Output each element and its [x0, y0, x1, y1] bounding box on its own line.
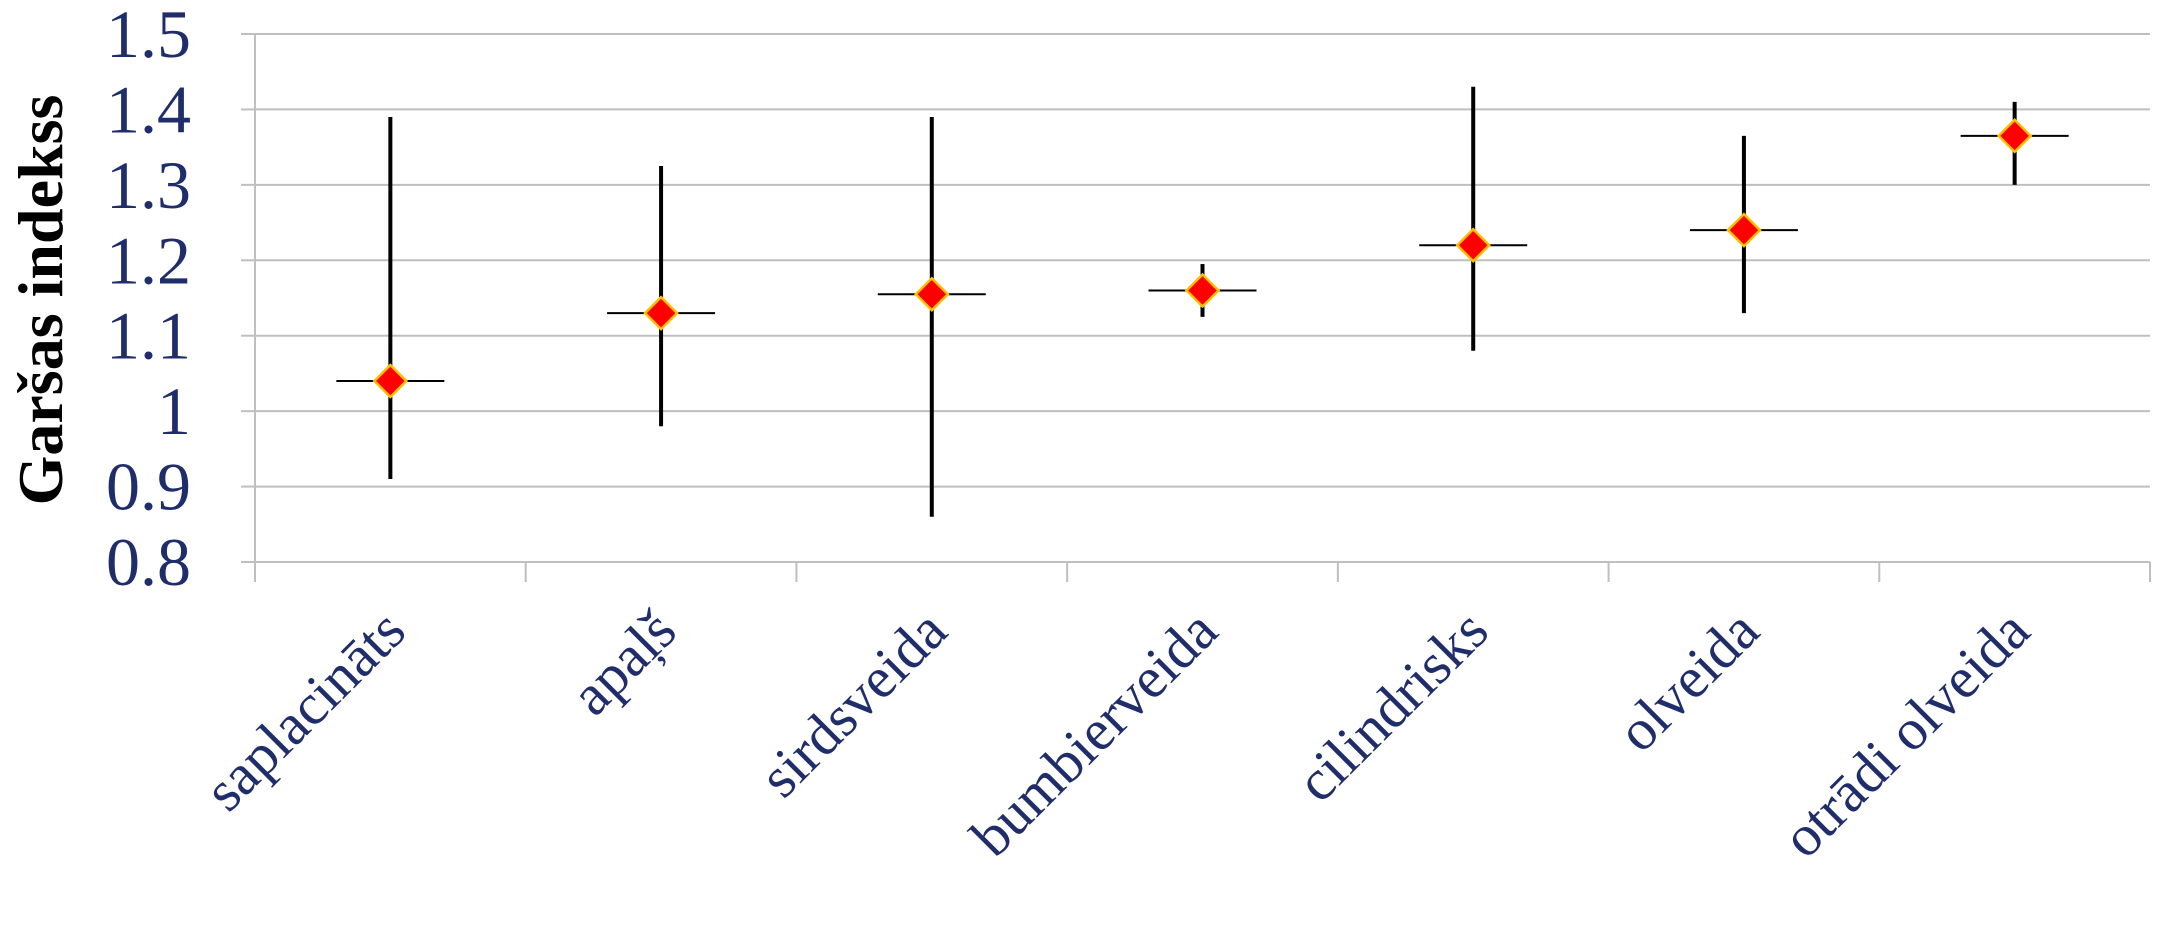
y-tick-labels: 0.80.911.11.21.31.41.5	[106, 0, 191, 600]
y-tick-label: 1.1	[106, 298, 191, 374]
x-tick-label: olveida	[1604, 597, 1771, 764]
axes	[241, 33, 2151, 582]
data-point-marker	[1184, 272, 1221, 309]
data-series	[336, 86, 2069, 517]
x-tick-label: sirdsveida	[747, 597, 959, 809]
x-tick-label: bumbierveida	[958, 597, 1229, 868]
data-point-marker	[1455, 227, 1491, 263]
y-axis-label: Garšas indekss	[5, 95, 76, 506]
x-tick-label: saplacināts	[192, 597, 418, 823]
x-tick-label: otrādi olveida	[1769, 597, 2042, 870]
data-point-marker	[1996, 118, 2033, 154]
y-tick-label: 1.4	[106, 71, 191, 147]
y-tick-label: 1.2	[106, 222, 191, 298]
y-tick-label: 0.8	[106, 524, 191, 600]
data-point-marker	[914, 276, 950, 312]
y-tick-label: 1	[157, 373, 191, 449]
x-tick-label: apaļš	[558, 597, 688, 727]
x-tick-label: cilindrisks	[1284, 597, 1501, 814]
x-tick-labels: saplacināts apaļš sirdsveida bumbierveida ci…	[192, 597, 2042, 870]
data-point-marker	[372, 363, 409, 399]
gridlines	[255, 33, 2150, 563]
y-tick-label: 0.9	[106, 449, 191, 525]
y-tick-label: 1.3	[106, 147, 191, 223]
data-point-marker	[643, 295, 679, 331]
data-point-marker	[1726, 212, 1762, 248]
y-tick-label: 1.5	[106, 0, 191, 72]
